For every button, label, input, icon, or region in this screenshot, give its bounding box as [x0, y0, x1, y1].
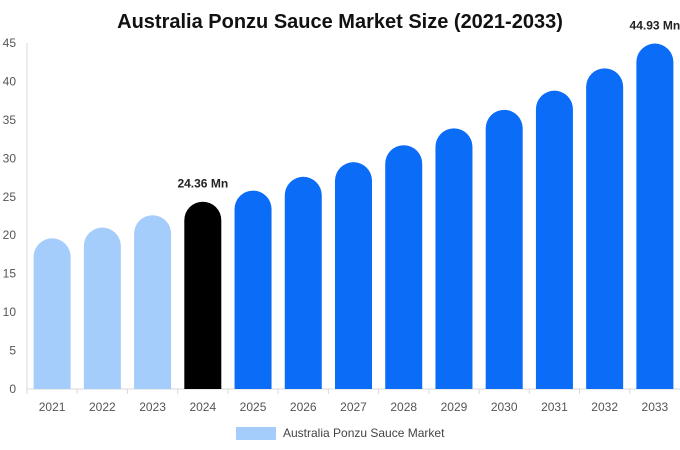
x-tick-label: 2032: [591, 400, 618, 414]
y-axis: 0 5 10 15 20 25 30 35 40 45: [3, 36, 28, 396]
bar-2022[interactable]: [83, 227, 121, 389]
y-tick-label: 40: [3, 74, 17, 88]
bar-2033[interactable]: [636, 43, 674, 389]
x-tick-label: 2021: [39, 400, 66, 414]
bar-2025[interactable]: [234, 190, 272, 389]
data-label: 24.36 Mn: [177, 177, 228, 191]
y-tick-label: 15: [3, 267, 17, 281]
y-tick-label: 35: [3, 113, 17, 127]
bar-2028[interactable]: [385, 145, 423, 389]
x-tick-label: 2023: [139, 400, 166, 414]
data-labels: 24.36 Mn 44.93 Mn: [177, 19, 680, 191]
bar-2023[interactable]: [134, 215, 172, 389]
y-tick-label: 5: [9, 344, 16, 358]
x-tick-label: 2022: [89, 400, 116, 414]
y-tick-label: 10: [3, 305, 17, 319]
x-tick-label: 2024: [189, 400, 216, 414]
y-tick-label: 45: [3, 36, 17, 50]
bar-2030[interactable]: [485, 109, 523, 390]
y-tick-label: 0: [9, 382, 16, 396]
bar-2029[interactable]: [435, 128, 473, 389]
x-tick-label: 2031: [541, 400, 568, 414]
bar-2026[interactable]: [284, 176, 322, 389]
bars: [33, 43, 674, 390]
y-tick-label: 30: [3, 151, 17, 165]
y-tick-label: 25: [3, 190, 17, 204]
x-tick-label: 2025: [240, 400, 267, 414]
bar-2024[interactable]: [184, 201, 222, 389]
x-axis: 2021 2022 2023 2024 2025 2026 2027 2028 2029 2030…: [26, 388, 680, 414]
data-label: 44.93 Mn: [630, 19, 680, 33]
x-tick-label: 2030: [491, 400, 518, 414]
bar-2027[interactable]: [335, 162, 372, 389]
x-tick-label: 2033: [642, 400, 669, 414]
x-tick-label: 2027: [340, 400, 367, 414]
x-tick-label: 2028: [390, 400, 417, 414]
legend[interactable]: Australia Ponzu Sauce Market: [236, 426, 445, 440]
legend-label: Australia Ponzu Sauce Market: [283, 426, 445, 440]
y-tick-label: 20: [3, 228, 17, 242]
legend-swatch: [236, 427, 276, 440]
bar-2021[interactable]: [33, 238, 71, 389]
bar-2031[interactable]: [535, 90, 573, 389]
x-tick-label: 2026: [290, 400, 317, 414]
x-tick-label: 2029: [441, 400, 468, 414]
bar-2032[interactable]: [586, 68, 624, 389]
chart-title: Australia Ponzu Sauce Market Size (2021-…: [117, 11, 563, 33]
